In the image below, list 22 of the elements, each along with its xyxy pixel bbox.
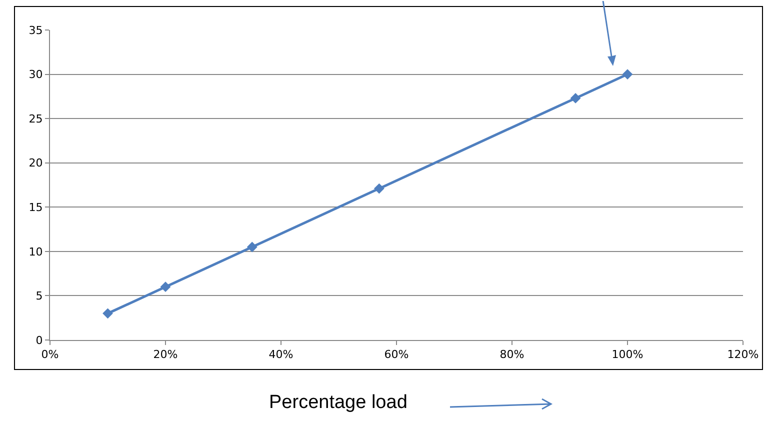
x-tick-label: 60% bbox=[384, 348, 409, 362]
point bbox=[246, 242, 258, 252]
y-tick-label: 5 bbox=[36, 290, 43, 303]
point bbox=[570, 93, 581, 104]
y-tick-label: 15 bbox=[28, 200, 43, 214]
point bbox=[374, 183, 384, 194]
x-tick-label: 80% bbox=[500, 348, 524, 362]
y-tick-label: 35 bbox=[28, 24, 43, 37]
y-tick-label: 10 bbox=[28, 245, 43, 258]
x-axis-title: Percentage load bbox=[269, 392, 408, 413]
point bbox=[160, 282, 171, 292]
x-tick-label: 40% bbox=[268, 348, 294, 362]
x-tick-label: 120% bbox=[727, 348, 759, 362]
point bbox=[102, 308, 113, 319]
x-tick-label: 20% bbox=[153, 348, 178, 362]
y-tick-label: 20 bbox=[28, 156, 43, 170]
y-tick-label: 25 bbox=[28, 112, 43, 126]
y-tick-label: 0 bbox=[36, 334, 43, 347]
y-tick-label: 30 bbox=[28, 68, 43, 82]
point bbox=[622, 69, 633, 80]
x-tick-label: 100% bbox=[612, 348, 644, 362]
x-tick-label: 0% bbox=[41, 348, 59, 362]
